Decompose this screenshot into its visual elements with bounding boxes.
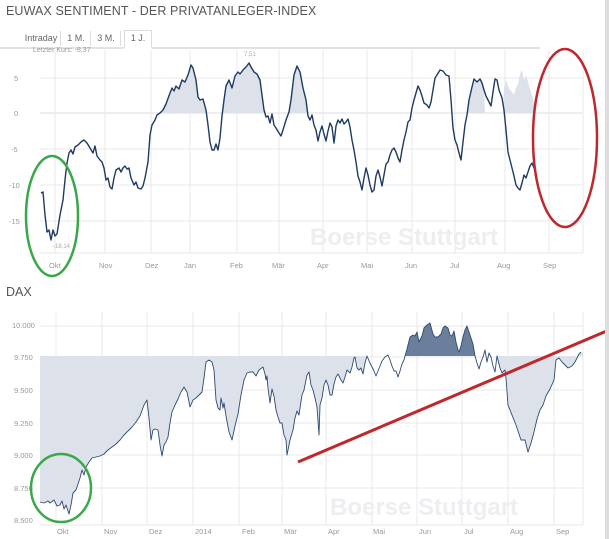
svg-text:Dez: Dez — [149, 527, 163, 536]
svg-text:Mär: Mär — [272, 261, 285, 270]
dax-line — [39, 322, 582, 515]
svg-text:Okt: Okt — [57, 527, 70, 536]
svg-text:Sep: Sep — [556, 527, 569, 536]
svg-text:Aug: Aug — [510, 527, 523, 536]
svg-text:-15: -15 — [9, 217, 20, 226]
tab-3m[interactable]: 3 M. — [92, 31, 121, 46]
sentiment-line — [40, 62, 537, 241]
svg-text:Apr: Apr — [317, 261, 329, 270]
svg-text:0: 0 — [14, 109, 18, 118]
svg-text:9.000: 9.000 — [14, 451, 33, 460]
svg-text:5: 5 — [14, 74, 18, 83]
svg-text:Okt: Okt — [49, 261, 62, 270]
trend-line-annotation — [297, 328, 609, 464]
dax-above-fill — [405, 323, 475, 356]
sentiment-max-label: 7,51 — [244, 52, 256, 58]
red-ellipse-annotation — [531, 47, 599, 229]
dax-title: DAX — [6, 285, 32, 299]
svg-text:8.750: 8.750 — [14, 484, 33, 493]
dax-below-fill — [40, 352, 583, 514]
svg-text:Mai: Mai — [361, 261, 373, 270]
tab-1j[interactable]: 1 J. — [124, 30, 152, 49]
svg-text:Jun: Jun — [405, 261, 417, 270]
sentiment-x-axis: Okt Nov Dez Jan Feb Mär Apr Mai Jun Jul Aug Sep — [49, 261, 556, 270]
svg-text:Nov: Nov — [99, 261, 113, 270]
svg-text:9.500: 9.500 — [14, 386, 33, 395]
sentiment-watermark: Boerse Stuttgart — [310, 224, 498, 251]
scrollbar[interactable] — [605, 0, 609, 539]
timeframe-tabs: Intraday 1 M. 3 M. 1 J. — [0, 30, 540, 49]
page-title: EUWAX SENTIMENT - DER PRIVATANLEGER-INDE… — [6, 4, 317, 18]
green-ellipse-annotation-dax — [29, 452, 93, 524]
svg-text:Jan: Jan — [184, 261, 196, 270]
sentiment-grid — [40, 50, 584, 254]
svg-text:8.500: 8.500 — [14, 516, 33, 525]
svg-text:9.250: 9.250 — [14, 419, 33, 428]
svg-text:Mai: Mai — [373, 527, 385, 536]
svg-text:Nov: Nov — [104, 527, 118, 536]
svg-text:Mär: Mär — [284, 527, 297, 536]
last-price: Letzter Kurs: -8,37 — [33, 47, 91, 54]
svg-text:Feb: Feb — [242, 527, 255, 536]
dax-y-axis: 10.000 9.750 9.500 9.250 9.000 8.750 8.500 — [12, 321, 35, 525]
tab-1m[interactable]: 1 M. — [62, 31, 91, 46]
svg-text:Aug: Aug — [497, 261, 510, 270]
sentiment-min-label: -18,14 — [53, 244, 71, 250]
sentiment-positive-fill — [160, 63, 536, 113]
svg-text:10.000: 10.000 — [12, 321, 35, 330]
svg-text:Dez: Dez — [145, 261, 159, 270]
svg-text:Jun: Jun — [419, 527, 431, 536]
svg-text:2014: 2014 — [195, 527, 212, 536]
sentiment-y-axis: 5 0 -5 -10 -15 — [9, 74, 20, 226]
dax-watermark: Boerse Stuttgart — [330, 494, 518, 521]
svg-text:Feb: Feb — [230, 261, 243, 270]
tab-intraday[interactable]: Intraday — [22, 31, 61, 46]
svg-text:Sep: Sep — [543, 261, 556, 270]
svg-text:Apr: Apr — [328, 527, 340, 536]
green-ellipse-annotation — [24, 154, 80, 278]
svg-text:9.750: 9.750 — [14, 353, 33, 362]
dax-x-axis: Okt Nov Dez 2014 Feb Mär Apr Mai Jun Jul Aug Sep — [57, 527, 569, 536]
svg-text:Jul: Jul — [450, 261, 460, 270]
svg-text:Jul: Jul — [464, 527, 474, 536]
svg-text:-10: -10 — [9, 181, 20, 190]
svg-text:-5: -5 — [11, 145, 18, 154]
